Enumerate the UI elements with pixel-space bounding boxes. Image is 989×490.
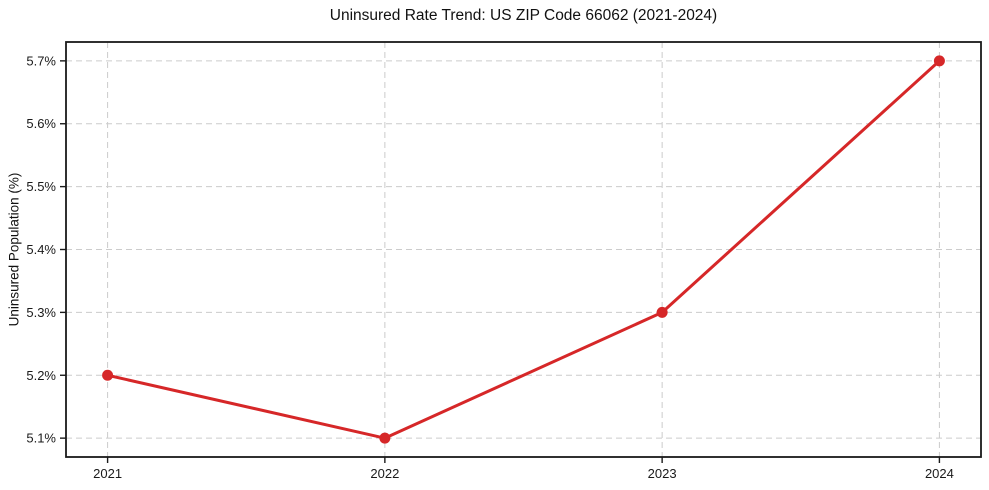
plot-border (65, 41, 982, 458)
data-point-marker (933, 55, 945, 67)
y-tick-label: 5.5% (26, 179, 56, 194)
x-tick-label: 2022 (370, 466, 399, 481)
y-tick-label: 5.1% (26, 431, 56, 446)
chart-title: Uninsured Rate Trend: US ZIP Code 66062 … (329, 7, 718, 24)
y-tick-label: 5.7% (26, 53, 56, 68)
data-point-marker (102, 369, 114, 381)
data-point-marker (656, 306, 668, 318)
y-tick-label: 5.4% (26, 242, 56, 257)
trend-line (106, 59, 941, 440)
x-tick-label: 2023 (648, 466, 677, 481)
x-tick-label: 2021 (93, 466, 122, 481)
x-tick-label: 2024 (925, 466, 954, 481)
y-tick-label: 5.2% (26, 368, 56, 383)
y-tick-label: 5.3% (26, 305, 56, 320)
data-point-marker (379, 432, 391, 444)
y-tick-label: 5.6% (26, 116, 56, 131)
